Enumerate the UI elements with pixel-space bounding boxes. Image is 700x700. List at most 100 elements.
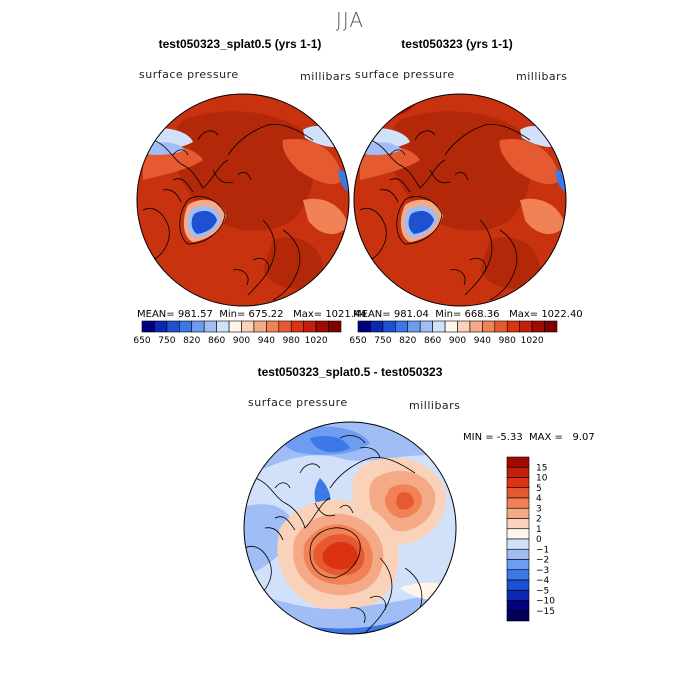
panel2-min-value: 668.36 <box>464 309 500 320</box>
panel1-colorbar-swatch <box>141 320 155 333</box>
panel2-max-value: 1022.40 <box>541 309 583 320</box>
panel2-colorbar-tick-label: 1020 <box>521 336 544 346</box>
diff-colorbar-swatch <box>506 518 530 530</box>
panel2-map-border <box>353 93 567 307</box>
panel2-colorbar-tick-label: 820 <box>399 336 416 346</box>
panel1-min-value: 675.22 <box>248 309 284 320</box>
panel1-colorbar-swatch <box>154 320 168 333</box>
panel1-variable-label: surface pressure <box>139 68 239 81</box>
diff-min-label: MIN = <box>463 432 494 443</box>
panel2-colorbar-swatch <box>544 320 558 333</box>
panel2-max-label: Max= <box>509 309 539 320</box>
panel1-colorbar-tick-label: 1020 <box>305 336 328 346</box>
diff-colorbar-tick-label: 2 <box>536 515 542 525</box>
diff-colorbar-swatch <box>506 589 530 601</box>
panel1-colorbar-tick-label: 860 <box>208 336 225 346</box>
diff-map-border <box>243 421 457 635</box>
panel1-colorbar-swatch <box>278 320 292 333</box>
diff-colorbar-swatch <box>506 538 530 550</box>
diff-colorbar-swatch <box>506 477 530 489</box>
diff-colorbar-swatch <box>506 610 530 622</box>
panel1-colorbar-swatch <box>266 320 280 333</box>
panel1-max-value: 1021.44 <box>325 309 367 320</box>
season-title: JJA <box>335 8 365 32</box>
panel1-colorbar-swatch <box>241 320 255 333</box>
panel2-mean-label: MEAN= <box>353 309 391 320</box>
diff-colorbar-swatch <box>506 456 530 468</box>
diff-title: test050323_splat0.5 - test050323 <box>257 365 443 379</box>
panel1-mean-value: 981.57 <box>177 309 213 320</box>
panel1-colorbar-swatch <box>303 320 317 333</box>
diff-colorbar-swatch <box>506 487 530 499</box>
diff-colorbar-swatch <box>506 579 530 591</box>
panel2-colorbar-swatch <box>469 320 483 333</box>
panel2-colorbar: 650 750 820 860 900 940 980 1020 <box>349 320 558 346</box>
panel2-colorbar-swatch <box>407 320 421 333</box>
diff-colorbar-tick-label: −15 <box>536 607 555 617</box>
panel2-stats: MEAN= 981.04 Min= 668.36 Max= 1022.40 <box>353 309 583 320</box>
diff-max-value: 9.07 <box>572 432 595 443</box>
panel2-title: test050323 (yrs 1-1) <box>401 37 513 51</box>
panel1-colorbar-swatch <box>290 320 304 333</box>
diff-colorbar-tick-label: −2 <box>536 556 549 566</box>
panel2-colorbar-tick-label: 750 <box>374 336 391 346</box>
panel1-colorbar-swatch <box>166 320 180 333</box>
diff-colorbar-tick-label: −5 <box>536 586 549 596</box>
diff-colorbar-swatch <box>506 466 530 478</box>
panel2-colorbar-swatch <box>444 320 458 333</box>
panel2-colorbar-swatch <box>432 320 446 333</box>
panel2-colorbar-swatch <box>395 320 409 333</box>
panel2-colorbar-swatch <box>382 320 396 333</box>
panel1-colorbar-swatch <box>203 320 217 333</box>
panel2-colorbar-tick-label: 900 <box>449 336 466 346</box>
panel1-colorbar-tick-label: 980 <box>283 336 300 346</box>
diff-colorbar-tick-label: 5 <box>536 484 542 494</box>
diff-colorbar-swatch <box>506 569 530 581</box>
panel1-min-label: Min= <box>219 309 246 320</box>
diff-polar-map <box>244 422 456 634</box>
panel1-max-label: Max= <box>293 309 323 320</box>
diff-colorbar-swatch <box>506 528 530 540</box>
panel2-polar-map <box>354 94 566 306</box>
panel1-colorbar-tick-label: 820 <box>183 336 200 346</box>
panel1-mean-label: MEAN= <box>137 309 175 320</box>
panel1-colorbar-swatch <box>179 320 193 333</box>
panel1-colorbar-tick-label: 650 <box>133 336 150 346</box>
diff-colorbar-swatch <box>506 600 530 612</box>
diff-colorbar-tick-label: 4 <box>536 494 542 504</box>
diff-colorbar-tick-label: 15 <box>536 463 547 473</box>
panel1-colorbar-tick-label: 750 <box>158 336 175 346</box>
panel2-min-label: Min= <box>435 309 462 320</box>
panel1-colorbar-tick-label: 940 <box>258 336 275 346</box>
panel1-colorbar-swatch <box>253 320 267 333</box>
diff-colorbar-swatch <box>506 548 530 560</box>
diff-variable-label: surface pressure <box>248 396 348 409</box>
panel2-colorbar-swatch <box>519 320 533 333</box>
diff-colorbar-swatch <box>506 497 530 509</box>
panel2-colorbar-swatch <box>506 320 520 333</box>
panel2-colorbar-tick-label: 980 <box>499 336 516 346</box>
panel1-polar-map <box>137 94 349 306</box>
diff-colorbar-tick-label: 0 <box>536 535 542 545</box>
panel2-variable-label: surface pressure <box>355 68 455 81</box>
diff-colorbar-swatch <box>506 559 530 571</box>
panel1-colorbar-swatch <box>315 320 329 333</box>
panel1-colorbar-tick-label: 900 <box>233 336 250 346</box>
panel1-colorbar-swatch <box>328 320 342 333</box>
panel2-colorbar-swatch <box>482 320 496 333</box>
panel2-colorbar-swatch <box>357 320 371 333</box>
panel1-colorbar-swatch <box>191 320 205 333</box>
panel1-stats: MEAN= 981.57 Min= 675.22 Max= 1021.44 <box>137 309 367 320</box>
panel2-colorbar-swatch <box>531 320 545 333</box>
panel1-colorbar-swatch <box>216 320 230 333</box>
panel1-title: test050323_splat0.5 (yrs 1-1) <box>158 37 322 51</box>
diff-colorbar-tick-label: 1 <box>536 525 542 535</box>
panel1-colorbar: 650 750 820 860 900 940 980 1020 <box>133 320 342 346</box>
diff-colorbar-tick-label: −10 <box>536 597 555 607</box>
panel2-colorbar-tick-label: 940 <box>474 336 491 346</box>
panel1-map-border <box>136 93 350 307</box>
panel2-colorbar-swatch <box>370 320 384 333</box>
panel1-colorbar-swatch <box>228 320 242 333</box>
